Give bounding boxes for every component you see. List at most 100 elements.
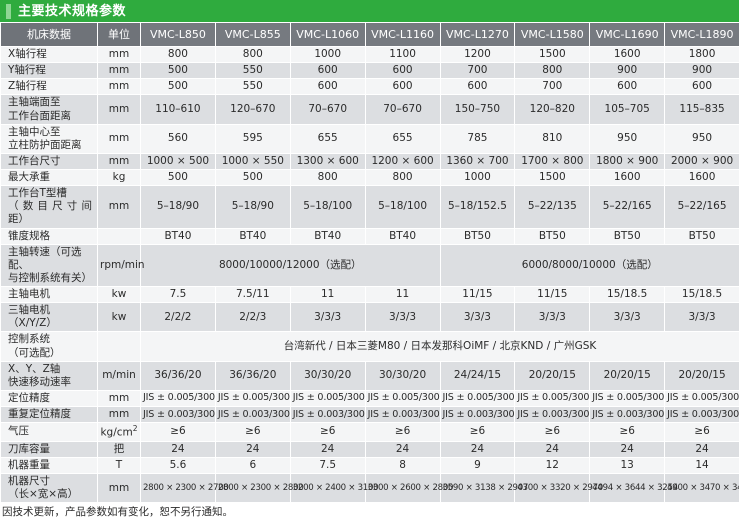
row-value-merged: 台湾新代 / 日本三菱M80 / 日本发那科OiMF / 北京KND / 广州G…: [141, 332, 739, 361]
row-value: 1100: [365, 47, 440, 63]
row-value: 36/36/20: [215, 361, 290, 390]
row-value: 950: [665, 124, 739, 153]
row-value: 13: [590, 457, 665, 473]
row-value: 550: [215, 63, 290, 79]
row-value: JIS ± 0.005/300: [290, 390, 365, 406]
row-label: 锥度规格: [1, 228, 98, 244]
row-value: 15/18.5: [590, 287, 665, 303]
row-value: 5–22/165: [590, 186, 665, 228]
row-label-line: 控制系统: [8, 333, 95, 346]
row-value: 5–18/100: [290, 186, 365, 228]
row-label: Y轴行程: [1, 63, 98, 79]
row-value: JIS ± 0.005/300: [141, 390, 216, 406]
row-label: 三轴电机（X/Y/Z）: [1, 303, 98, 332]
row-value: ≥6: [665, 423, 739, 442]
row-unit: mm: [98, 390, 141, 406]
row-value: 785: [440, 124, 515, 153]
row-value: 600: [440, 79, 515, 95]
row-value: 24: [665, 441, 739, 457]
row-value: 3200 × 2400 × 3100: [290, 474, 365, 503]
unit-superscript: 2: [133, 424, 138, 433]
row-label-line: 立柱防护面距离: [8, 139, 95, 152]
row-label-line: 工作台面距离: [8, 110, 95, 123]
row-value: 1800 × 900: [590, 153, 665, 169]
row-value: 500: [141, 170, 216, 186]
row-value: 8: [365, 457, 440, 473]
row-value: 900: [665, 63, 739, 79]
column-header-model-3: VMC-L1060: [290, 23, 365, 47]
row-label-line: （可选配）: [8, 347, 95, 360]
row-value: JIS ± 0.003/300: [440, 407, 515, 423]
row-value: 12: [515, 457, 590, 473]
row-value: 800: [290, 170, 365, 186]
section-title-bar: 主要技术规格参数: [0, 0, 739, 22]
column-header-model-8: VMC-L1890: [665, 23, 739, 47]
row-value: 600: [365, 79, 440, 95]
row-unit: mm: [98, 95, 141, 124]
row-value: 2800 × 2300 × 2700: [141, 474, 216, 503]
row-value: 1000: [440, 170, 515, 186]
row-value: 14: [665, 457, 739, 473]
row-label-line: 主轴转速（可选配、: [8, 246, 95, 272]
row-label: 工作台尺寸: [1, 153, 98, 169]
row-value: BT50: [590, 228, 665, 244]
row-unit: kg/cm2: [98, 423, 141, 442]
row-unit: mm: [98, 474, 141, 503]
row-value: JIS ± 0.005/300: [590, 390, 665, 406]
row-value: JIS ± 0.005/300: [215, 390, 290, 406]
row-label-line: 三轴电机: [8, 304, 95, 317]
row-value: 800: [515, 63, 590, 79]
row-value: 600: [590, 79, 665, 95]
row-value: 24: [590, 441, 665, 457]
row-value: 24: [215, 441, 290, 457]
row-value: BT40: [365, 228, 440, 244]
row-value: 600: [665, 79, 739, 95]
row-label-line: （X/Y/Z）: [8, 317, 95, 330]
row-value: 1200: [440, 47, 515, 63]
row-value: 2/2/2: [141, 303, 216, 332]
row-value: 3/3/3: [665, 303, 739, 332]
row-value: JIS ± 0.005/300: [365, 390, 440, 406]
row-value: ≥6: [440, 423, 515, 442]
row-value: JIS ± 0.003/300: [515, 407, 590, 423]
row-value: JIS ± 0.005/300: [665, 390, 739, 406]
row-value: 20/20/15: [515, 361, 590, 390]
row-value: 30/30/20: [290, 361, 365, 390]
row-value: 36/36/20: [141, 361, 216, 390]
row-label: 刀库容量: [1, 441, 98, 457]
row-value: BT50: [665, 228, 739, 244]
row-unit: mm: [98, 79, 141, 95]
row-unit: kw: [98, 287, 141, 303]
title-accent-stripe: [6, 4, 11, 19]
row-value: 1000 × 500: [141, 153, 216, 169]
row-label: 重复定位精度: [1, 407, 98, 423]
row-value: 7.5: [290, 457, 365, 473]
row-value: 5–22/165: [665, 186, 739, 228]
spec-sheet-page: 主要技术规格参数 机床数据 单位 VMC-L850 VMC-L855 VMC-L…: [0, 0, 739, 501]
row-value: 110–610: [141, 95, 216, 124]
row-label: X、Y、Z轴快速移动速率: [1, 361, 98, 390]
column-header-model-1: VMC-L850: [141, 23, 216, 47]
row-value: 500: [141, 79, 216, 95]
row-value: 655: [365, 124, 440, 153]
row-value: 20/20/15: [590, 361, 665, 390]
row-value: 3300 × 2600 × 2800: [365, 474, 440, 503]
header-row: 机床数据 单位 VMC-L850 VMC-L855 VMC-L1060 VMC-…: [1, 23, 739, 47]
row-value: 500: [215, 170, 290, 186]
row-value: 3/3/3: [590, 303, 665, 332]
row-value: ≥6: [290, 423, 365, 442]
row-unit: mm: [98, 47, 141, 63]
row-value: JIS ± 0.005/300: [440, 390, 515, 406]
row-value: 1500: [515, 47, 590, 63]
row-value: ≥6: [215, 423, 290, 442]
row-value: 3/3/3: [365, 303, 440, 332]
